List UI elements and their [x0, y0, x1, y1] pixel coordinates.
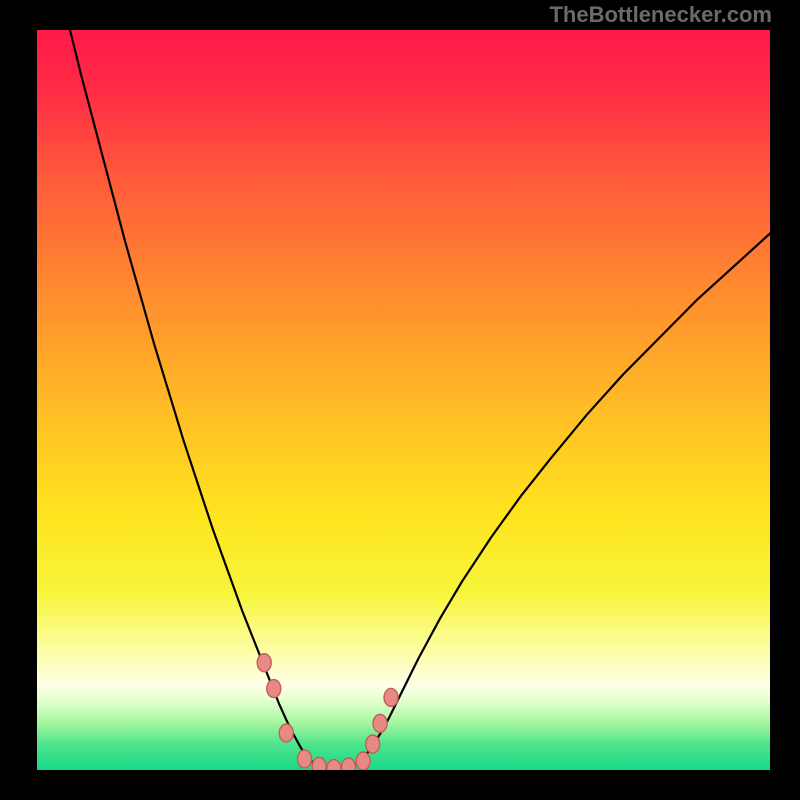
curve-marker — [342, 758, 356, 770]
curve-marker — [373, 714, 387, 732]
curve-marker — [298, 750, 312, 768]
curve-marker — [312, 757, 326, 770]
curve-marker — [279, 724, 293, 742]
curve-marker — [257, 654, 271, 672]
curve-marker — [366, 735, 380, 753]
frame-right — [770, 0, 800, 800]
curve-marker — [356, 752, 370, 770]
frame-bottom — [0, 770, 800, 800]
curve-marker — [384, 688, 398, 706]
curve-marker — [267, 680, 281, 698]
curve-marker — [327, 760, 341, 770]
watermark-text: TheBottlenecker.com — [549, 2, 772, 28]
frame-left — [0, 0, 37, 800]
plot-svg — [37, 30, 770, 770]
plot-area — [37, 30, 770, 770]
gradient-background — [37, 30, 770, 770]
